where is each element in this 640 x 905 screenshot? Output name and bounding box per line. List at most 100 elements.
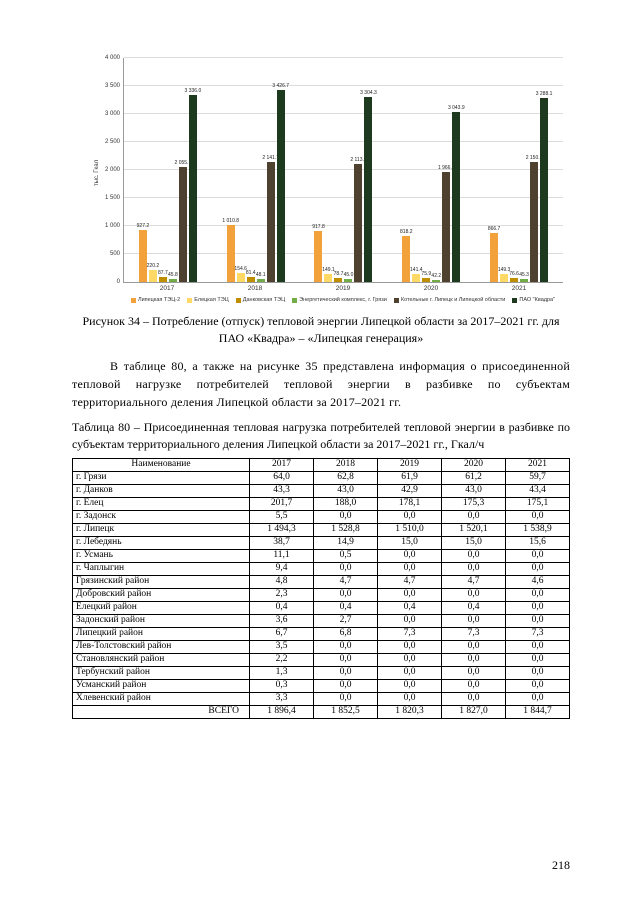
chart-bar: 45.3 [519, 273, 529, 282]
page-number: 218 [552, 858, 570, 872]
chart-y-tick-label: 1 500 [104, 195, 120, 201]
chart-bar-value: 42.2 [431, 272, 442, 279]
chart-bar-value: 149.1 [322, 266, 335, 273]
table-cell: 7,3 [377, 626, 442, 641]
table-cell: 59,7 [505, 470, 570, 485]
table-cell: 0,0 [505, 600, 570, 615]
table-cell: 64,0 [249, 470, 314, 485]
table-row: г. Елец 201,7 188,0 178,1 175,3 175,1 [72, 496, 570, 511]
table-body: г. Грязи 64,0 62,8 61,9 61,2 59,7 г. Данков 43,… [72, 470, 570, 719]
table-total-row: ВСЕГО 1 896,4 1 852,5 1 820,3 1 827,0 1 844,7 [72, 704, 570, 719]
chart-y-tick-label: 2 000 [104, 167, 120, 173]
table-header-cell: 2019 [377, 457, 442, 472]
chart-plot: тыс. Гкал 0 500 1 000 1 500 2 000 2 500 3 000 3… [94, 55, 563, 285]
chart-bar: 42.2 [431, 273, 441, 282]
chart-bar-value: 927.2 [136, 223, 150, 230]
table-cell: 38,7 [249, 535, 314, 550]
table-cell: 4,8 [249, 574, 314, 589]
chart-x-label: 2020 [423, 285, 439, 292]
table-cell: 6,8 [313, 626, 378, 641]
table-row: г. Данков 43,3 43,0 42,9 43,0 43,4 [72, 483, 570, 498]
chart-y-tick-label: 3 500 [104, 83, 120, 89]
table-row: Елецкий район 0,4 0,4 0,4 0,4 0,0 [72, 600, 570, 615]
table-cell: 0,0 [377, 639, 442, 654]
legend-item: Данковская ТЭЦ [235, 297, 286, 303]
table-cell: 0,4 [441, 600, 506, 615]
chart-gridline [124, 197, 563, 198]
table-cell: 61,2 [441, 470, 506, 485]
table-cell: 0,0 [377, 678, 442, 693]
chart-bar-value: 48.1 [255, 272, 266, 279]
chart-gridline [124, 141, 563, 142]
table-cell: Грязинский район [72, 574, 250, 589]
chart-bar-value: 149.3 [497, 266, 511, 273]
chart-legend: Липецкая ТЭЦ-2 Елецкая ТЭЦ Данковская ТЭЦ Э… [123, 297, 563, 303]
table-cell: г. Усмань [72, 548, 250, 563]
table-cell: 0,0 [313, 509, 378, 524]
table-cell: 1 896,4 [249, 704, 314, 719]
table-cell: 0,0 [505, 691, 570, 706]
table-cell: 0,0 [441, 548, 506, 563]
chart-y-tick-label: 0 [116, 279, 120, 285]
table-cell: 0,0 [505, 587, 570, 602]
table-cell: 11,1 [249, 548, 314, 563]
table-cell: 0,0 [377, 587, 442, 602]
table-cell: 0,0 [505, 678, 570, 693]
table-header-cell: 2018 [313, 457, 378, 472]
chart-bar: 3 336.0 [185, 89, 201, 282]
chart-gridline [124, 169, 563, 170]
table-cell: 0,0 [441, 587, 506, 602]
chart-x-label: 2018 [247, 285, 263, 292]
chart-bar-group: 1 010.8 154.6 81.4 48.1 2 141.7 3 426.7 [212, 58, 300, 282]
chart-bar: 76.6 [509, 271, 519, 282]
chart-bar: 78.7 [334, 271, 343, 282]
chart-bar: 3 043.9 [448, 105, 465, 282]
chart-bar: 2 113.7 [350, 157, 367, 282]
table-cell: Елецкий район [72, 600, 250, 615]
table-cell: 15,0 [377, 535, 442, 550]
chart-bar-value: 45.3 [519, 272, 529, 279]
chart-bar: 927.2 [137, 224, 149, 282]
chart-bar: 2 055.1 [175, 160, 191, 282]
chart-bar-value: 81.4 [245, 270, 256, 277]
chart-y-tick-label: 1 000 [104, 223, 120, 229]
paragraph: В таблице 80, а также на рисунке 35 пред… [72, 358, 570, 409]
chart-bar-value: 3 304.3 [360, 89, 377, 96]
table-cell: 4,7 [313, 574, 378, 589]
legend-item: Энергетический комплекс, г. Грязи [292, 297, 387, 303]
chart-y-tick-label: 500 [109, 251, 120, 257]
table-cell: 0,0 [505, 639, 570, 654]
table-cell: ВСЕГО [72, 704, 250, 719]
table-cell: 175,1 [505, 496, 570, 511]
table-cell: 1 520,1 [441, 522, 506, 537]
table-cell: 0,0 [377, 548, 442, 563]
chart-bar-value: 2 055.1 [174, 159, 192, 166]
table-cell: 15,0 [441, 535, 506, 550]
table-header: Наименование 2017 2018 2019 2020 2021 [72, 457, 570, 472]
table-cell: 43,3 [249, 483, 314, 498]
chart-bar-value: 76.6 [509, 270, 519, 277]
chart-bar-value: 3 426.7 [272, 83, 290, 90]
table-cell: 1,3 [249, 665, 314, 680]
legend-item: Елецкая ТЭЦ [187, 297, 229, 303]
table-cell: 0,0 [441, 678, 506, 693]
table-cell: 0,0 [377, 652, 442, 667]
table-cell: Хлевенский район [72, 691, 250, 706]
chart-bar-value: 1 966.1 [437, 164, 455, 171]
table-row: Добровский район 2,3 0,0 0,0 0,0 0,0 [72, 587, 570, 602]
figure-caption: Рисунок 34 – Потребление (отпуск) теплов… [82, 314, 560, 346]
chart-bar-value: 75.9 [421, 270, 432, 277]
legend-item: ПАО "Квадра" [512, 297, 555, 303]
legend-label: Данковская ТЭЦ [242, 297, 286, 303]
table-header-cell: Наименование [72, 457, 250, 472]
table-cell: 0,0 [313, 691, 378, 706]
legend-swatch [235, 297, 241, 303]
table-cell: 188,0 [313, 496, 378, 511]
chart-bar: 149.1 [322, 267, 335, 282]
table-title: Таблица 80 – Присоединенная тепловая наг… [72, 419, 570, 452]
table-cell: 0,0 [505, 548, 570, 563]
chart-bar: 87.7 [158, 271, 168, 282]
table-cell: 0,0 [441, 613, 506, 628]
table-cell: 0,0 [313, 678, 378, 693]
legend-swatch [512, 297, 518, 303]
